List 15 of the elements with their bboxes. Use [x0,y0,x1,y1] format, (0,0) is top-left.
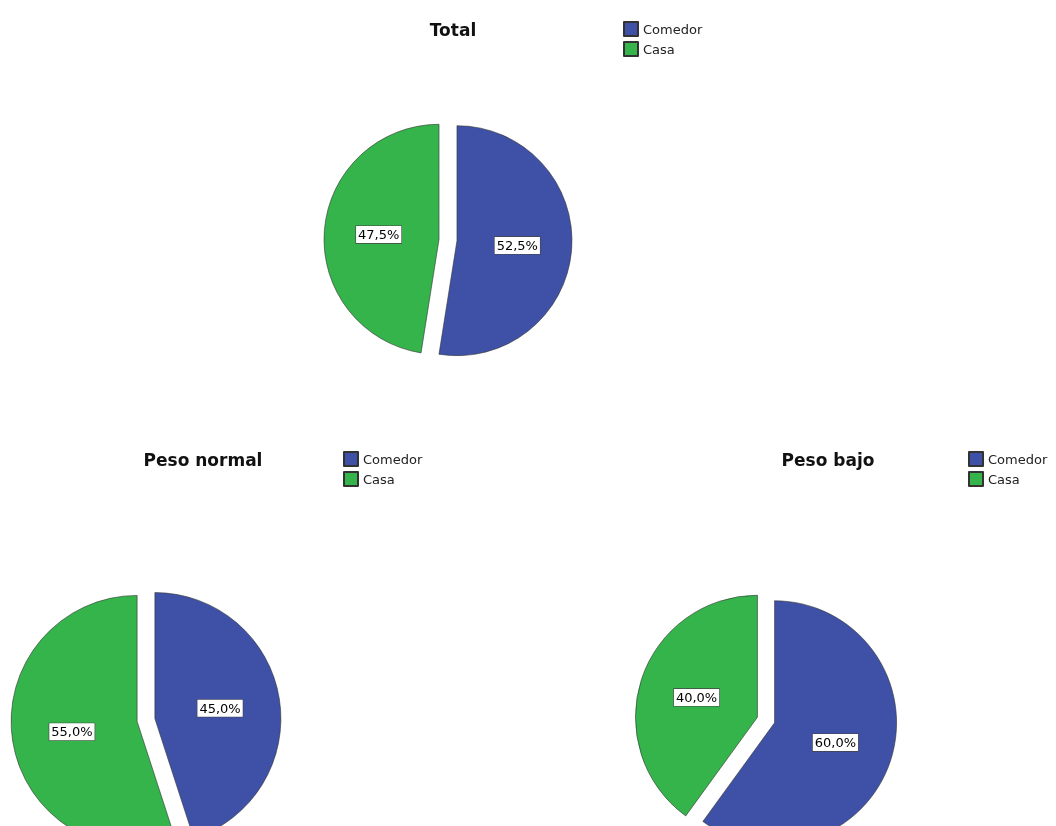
data-label: 45,0% [199,700,241,716]
data-label: 40,0% [675,689,718,705]
legend-label: Comedor [988,451,1048,467]
chart-title: Peso normal [143,449,263,470]
chart-title: Total [429,19,477,40]
data-label: 47,5% [358,227,400,243]
data-label: 52,5% [496,237,538,253]
legend-label: Comedor [643,21,703,37]
legend-label: Casa [363,471,395,487]
legend-label: Comedor [363,451,423,467]
chart-title: Peso bajo [781,449,875,470]
legend-label: Casa [643,41,675,57]
data-label: 55,0% [51,724,93,740]
legend-label: Casa [988,471,1020,487]
data-label: 60,0% [814,735,857,751]
